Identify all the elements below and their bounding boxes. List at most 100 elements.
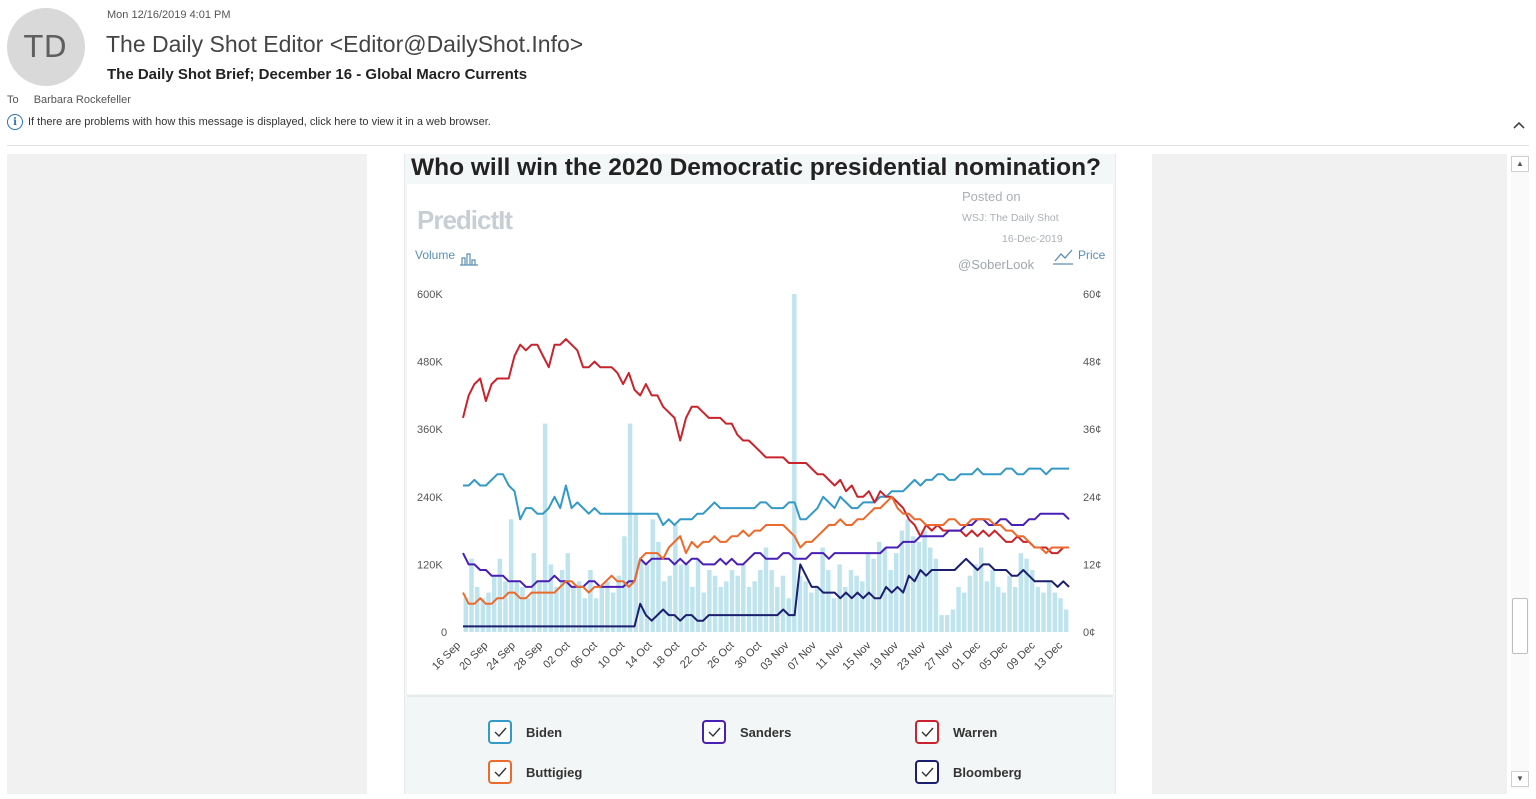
volume-bar [990, 570, 995, 632]
volume-bar [1024, 558, 1029, 632]
volume-bar [746, 586, 752, 632]
checkbox-checked-icon [702, 720, 726, 744]
legend-label-sanders: Sanders [740, 725, 791, 740]
volume-bar [871, 558, 876, 632]
volume-axis-label: Volume [415, 248, 455, 262]
twitter-handle: @SoberLook [958, 257, 1035, 272]
volume-bar [905, 519, 910, 632]
volume-bar [1001, 592, 1007, 632]
checkmark-icon [921, 727, 934, 738]
left-tick-label: 240K [417, 492, 443, 504]
posted-on-label: Posted on [962, 189, 1021, 204]
checkbox-checked-icon [488, 720, 512, 744]
vertical-scrollbar[interactable]: ▲ ▼ [1511, 154, 1529, 789]
volume-bar [491, 575, 497, 632]
volume-bar [673, 524, 678, 632]
volume-bar [605, 581, 610, 632]
volume-bar [712, 575, 718, 632]
checkbox-checked-icon [915, 760, 939, 784]
volume-bar [554, 586, 559, 632]
volume-bar [684, 564, 689, 632]
volume-bar [933, 558, 939, 632]
checkmark-icon [494, 767, 507, 778]
volume-bar [809, 592, 814, 632]
volume-bar [576, 581, 582, 632]
right-tick-label: 0¢ [1083, 627, 1095, 639]
volume-bar [1058, 598, 1063, 632]
volume-bar [877, 541, 882, 632]
volume-bar [463, 598, 469, 632]
volume-bar [939, 615, 944, 632]
volume-bar [718, 586, 723, 632]
volume-bar [945, 615, 950, 632]
volume-bar [508, 519, 514, 632]
right-tick-label: 12¢ [1083, 559, 1101, 571]
volume-bar [741, 564, 746, 632]
volume-bar [661, 581, 667, 632]
volume-bar [588, 570, 593, 632]
volume-bar [803, 581, 808, 632]
posted-date: 16-Dec-2019 [1002, 233, 1063, 245]
chart-title-band [405, 154, 1115, 184]
volume-bar [644, 564, 650, 632]
volume-bar [639, 558, 644, 632]
volume-bar [848, 570, 854, 632]
right-tick-label: 48¢ [1083, 357, 1101, 369]
left-tick-label: 0 [441, 627, 447, 639]
volume-bar [973, 564, 978, 632]
volume-bar [542, 423, 548, 632]
line-chart-icon [1053, 249, 1073, 265]
volume-bar [520, 586, 525, 632]
volume-bar [916, 541, 922, 632]
series-line-sanders [462, 512, 1070, 588]
volume-bar [667, 575, 672, 632]
legend-label-bloomberg: Bloomberg [953, 765, 1022, 780]
volume-bar [780, 575, 786, 632]
display-problem-infobar[interactable]: i If there are problems with how this me… [7, 114, 491, 130]
volume-bar [469, 558, 474, 632]
series-line-buttigieg [462, 495, 1069, 605]
volume-bar [1007, 575, 1012, 632]
volume-bar [752, 581, 757, 632]
volume-bar [627, 423, 633, 632]
volume-bar [826, 570, 831, 632]
checkmark-icon [708, 727, 721, 738]
volume-bar [950, 609, 956, 632]
scroll-down-arrow-icon[interactable]: ▼ [1511, 771, 1529, 787]
volume-bar [1018, 553, 1024, 632]
scrollbar-thumb[interactable] [1512, 598, 1528, 654]
volume-bar [758, 570, 763, 632]
volume-bar [820, 547, 825, 632]
chart-image: Who will win the 2020 Democratic preside… [404, 154, 1116, 794]
volume-bar [525, 598, 531, 632]
to-label: To [7, 94, 19, 106]
volume-bar [565, 553, 571, 632]
message-datetime: Mon 12/16/2019 4:01 PM [107, 9, 231, 21]
volume-bar [593, 598, 599, 632]
volume-bar [571, 586, 576, 632]
recipient-name[interactable]: Barbara Rockefeller [33, 94, 131, 106]
recipient-row: To Barbara Rockefeller [7, 94, 131, 106]
volume-bar [894, 553, 899, 632]
volume-bar [503, 581, 508, 632]
checkmark-icon [921, 767, 934, 778]
volume-bar [724, 581, 729, 632]
volume-bar [854, 575, 859, 632]
volume-bar [514, 581, 520, 632]
volume-bar [582, 598, 587, 632]
volume-bar [610, 592, 616, 632]
sender-avatar: TD [7, 8, 85, 86]
volume-bar [763, 547, 769, 632]
scroll-up-arrow-icon[interactable]: ▲ [1511, 156, 1529, 172]
legend-label-biden: Biden [526, 725, 562, 740]
infobar-text[interactable]: If there are problems with how this mess… [28, 116, 491, 128]
sender-name[interactable]: The Daily Shot Editor <Editor@DailyShot.… [106, 31, 584, 57]
volume-bar [775, 586, 780, 632]
message-subject: The Daily Shot Brief; December 16 - Glob… [107, 66, 528, 83]
left-tick-label: 360K [417, 424, 443, 436]
series-line-bloomberg [463, 557, 1070, 628]
volume-bar [486, 592, 491, 632]
chevron-up-icon[interactable] [1509, 117, 1529, 137]
volume-bar [548, 564, 554, 632]
volume-bar [537, 581, 542, 632]
